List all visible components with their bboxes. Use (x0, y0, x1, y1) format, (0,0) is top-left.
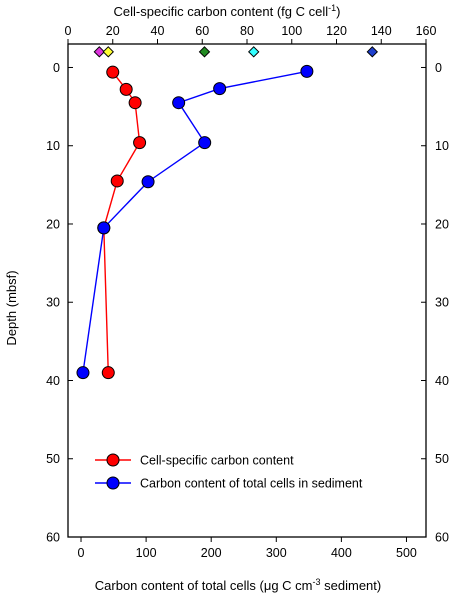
y-axis-title: Depth (mbsf) (4, 270, 19, 345)
legend: Cell-specific carbon content Carbon conte… (95, 453, 363, 491)
bottom-tick-label: 200 (201, 546, 222, 560)
series-point-2 (198, 136, 212, 150)
series-point-2 (300, 64, 314, 78)
top-axis: 0 20 40 60 80 100 120 140 160 (65, 24, 437, 44)
right-tick-label: 30 (435, 296, 449, 310)
legend-marker-1 (106, 453, 120, 467)
left-axis: 0 10 20 30 40 50 60 (46, 61, 73, 545)
left-tick-label: 30 (46, 296, 60, 310)
bottom-tick-label: 0 (78, 546, 85, 560)
top-tick-label: 80 (240, 24, 254, 38)
right-axis: 0 10 20 30 40 50 60 (421, 61, 449, 545)
right-tick-label: 40 (435, 374, 449, 388)
top-tick-label: 20 (106, 24, 120, 38)
top-tick-label: 0 (65, 24, 72, 38)
left-tick-label: 50 (46, 452, 60, 466)
series-line-2 (82, 70, 308, 373)
reference-marker (248, 46, 260, 58)
left-tick-label: 40 (46, 374, 60, 388)
reference-marker (198, 46, 211, 58)
left-tick-label: 0 (53, 61, 60, 75)
left-tick-label: 10 (46, 139, 60, 153)
legend-label-1: Cell-specific carbon content (140, 454, 294, 468)
right-tick-label: 60 (435, 531, 449, 545)
right-tick-label: 0 (435, 61, 442, 75)
series-point-2 (213, 82, 227, 96)
top-tick-label: 40 (151, 24, 165, 38)
right-tick-label: 20 (435, 217, 449, 231)
top-tick-label: 120 (326, 24, 347, 38)
bottom-tick-label: 400 (331, 546, 352, 560)
series-point-1 (128, 96, 142, 110)
series-point-2 (141, 175, 155, 189)
series-point-1 (133, 136, 147, 150)
series-point-2 (76, 366, 90, 380)
top-tick-label: 140 (371, 24, 392, 38)
series-point-2 (97, 221, 111, 235)
series-layer (76, 64, 314, 380)
reference-marker (366, 46, 379, 58)
series-point-1 (110, 174, 124, 188)
bottom-tick-label: 100 (136, 546, 157, 560)
series-point-1 (106, 65, 120, 79)
series-point-2 (172, 96, 186, 110)
legend-marker-2 (106, 476, 120, 490)
bottom-axis: 0 100 200 300 400 500 (78, 537, 417, 560)
top-tick-label: 160 (416, 24, 437, 38)
top-axis-title: Cell-specific carbon content (fg C cell-… (114, 3, 341, 19)
left-tick-label: 20 (46, 217, 60, 231)
series-point-1 (101, 366, 115, 380)
reference-marker (93, 46, 106, 58)
right-tick-label: 50 (435, 452, 449, 466)
right-tick-label: 10 (435, 139, 449, 153)
reference-markers (93, 46, 379, 58)
top-tick-label: 60 (195, 24, 209, 38)
top-tick-label: 100 (281, 24, 302, 38)
reference-marker (102, 46, 114, 58)
series-point-1 (119, 82, 133, 96)
legend-label-2: Carbon content of total cells in sedimen… (140, 477, 363, 491)
bottom-tick-label: 300 (266, 546, 287, 560)
left-tick-label: 60 (46, 531, 60, 545)
bottom-axis-title: Carbon content of total cells (μg C cm-3… (95, 577, 381, 593)
bottom-tick-label: 500 (396, 546, 417, 560)
